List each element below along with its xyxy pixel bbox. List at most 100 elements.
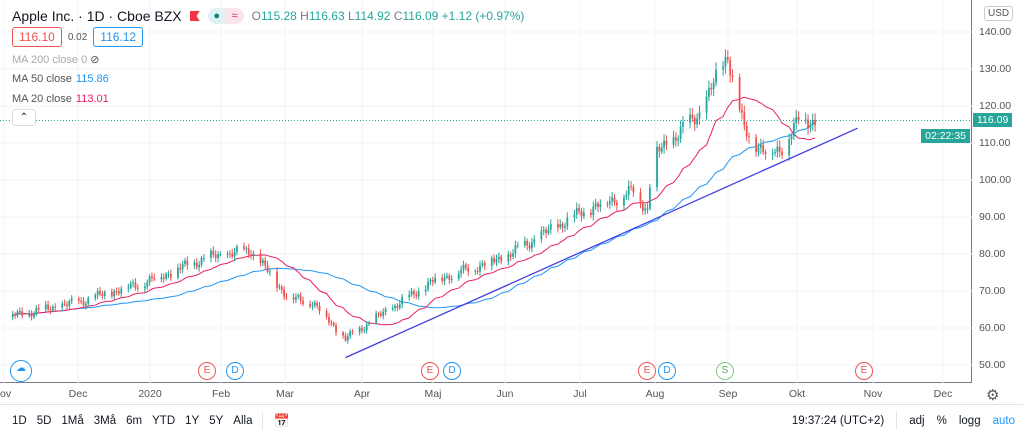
- candle-body: [441, 277, 444, 282]
- time-tick: Dec: [933, 388, 953, 400]
- candle-body: [479, 265, 481, 272]
- candle-body: [37, 307, 40, 310]
- market-status[interactable]: ● ≈: [207, 8, 244, 24]
- split-event[interactable]: S: [716, 362, 734, 380]
- dividend-event[interactable]: D: [443, 362, 461, 380]
- clock-time[interactable]: 19:37:24 (UTC+2): [791, 415, 885, 427]
- candle-body: [549, 224, 552, 230]
- candle-body: [77, 298, 80, 301]
- cloud-icon[interactable]: ☁: [10, 360, 32, 382]
- price-plot[interactable]: [0, 0, 972, 383]
- candle-body: [101, 294, 104, 296]
- flag-icon[interactable]: [189, 11, 200, 21]
- candle-body: [771, 153, 774, 155]
- range-button[interactable]: 1Y: [185, 415, 200, 427]
- range-button[interactable]: 5Y: [209, 415, 224, 427]
- candle-body: [641, 202, 644, 211]
- earnings-event[interactable]: E: [421, 362, 439, 380]
- candle-body: [35, 307, 38, 313]
- time-axis[interactable]: ov Dec 2020 Feb Mar Apr Maj Jun Jul Aug Sep Okt Nov D…: [0, 384, 972, 404]
- candle-body: [335, 325, 337, 333]
- candle-body: [143, 286, 146, 289]
- dividend-event[interactable]: D: [226, 362, 244, 380]
- earnings-event[interactable]: E: [198, 362, 216, 380]
- log-toggle[interactable]: logg: [958, 415, 981, 427]
- candle-body: [731, 75, 734, 78]
- range-button[interactable]: 3Må: [93, 415, 117, 427]
- candle-body: [460, 269, 463, 274]
- candle-body: [493, 257, 496, 263]
- candle-body: [377, 313, 380, 315]
- time-tick: ov: [0, 388, 12, 400]
- candle-body: [151, 276, 153, 278]
- candle-body: [169, 273, 172, 278]
- candle-body: [68, 301, 71, 306]
- candle-body: [297, 295, 300, 297]
- candle-body: [448, 275, 451, 280]
- candle-body: [757, 147, 760, 152]
- candle-body: [115, 291, 118, 293]
- candle-body: [811, 119, 814, 125]
- candle-body: [250, 254, 252, 256]
- candle-body: [578, 207, 581, 211]
- hidden-eye-icon[interactable]: ⊘: [90, 54, 100, 66]
- buy-button[interactable]: 116.12: [93, 27, 144, 47]
- time-tick: Nov: [863, 388, 883, 400]
- auto-toggle[interactable]: auto: [992, 415, 1015, 427]
- candle-body: [590, 212, 592, 216]
- candle-body: [674, 137, 677, 141]
- candle-body: [698, 112, 701, 119]
- ma200-legend[interactable]: MA 200 close 0 ⊘: [12, 54, 100, 66]
- collapse-legend-button[interactable]: ⌃: [12, 109, 36, 126]
- candle-body: [280, 286, 283, 290]
- candle-body: [594, 203, 597, 207]
- percent-toggle[interactable]: %: [936, 415, 947, 427]
- dividend-event[interactable]: D: [658, 362, 676, 380]
- candle-body: [743, 112, 746, 126]
- range-button[interactable]: 1D: [12, 415, 27, 427]
- candle-body: [309, 304, 311, 307]
- price-axis[interactable]: USD 140.00 130.00 120.00 110.00 100.00 90.00 8…: [973, 0, 1023, 383]
- currency-label[interactable]: USD: [984, 6, 1014, 21]
- candle-body: [660, 147, 663, 152]
- candle-body: [302, 300, 304, 305]
- sell-button[interactable]: 116.10: [12, 27, 62, 47]
- candle-body: [556, 224, 559, 228]
- earnings-event[interactable]: E: [638, 362, 656, 380]
- candle-body: [210, 250, 212, 258]
- range-button[interactable]: YTD: [152, 415, 176, 427]
- candle-body: [21, 311, 24, 317]
- calendar-goto-icon[interactable]: 📅: [273, 413, 290, 428]
- ma50-legend[interactable]: MA 50 close 115.86: [12, 73, 109, 85]
- candle-body: [28, 313, 31, 317]
- range-button[interactable]: 6m: [126, 415, 143, 427]
- last-price-label: 116.09: [973, 113, 1013, 128]
- candle-body: [531, 242, 533, 249]
- candle-body: [127, 287, 130, 289]
- candle-body: [295, 296, 297, 300]
- range-button[interactable]: Alla: [233, 415, 253, 427]
- candle-body: [285, 296, 288, 298]
- range-button[interactable]: 5D: [36, 415, 52, 427]
- chart-pane[interactable]: Apple Inc. · 1D · Cboe BZX ● ≈ O115.28 H1…: [0, 0, 972, 383]
- price-tick: 130.00: [979, 63, 1012, 75]
- symbol-title[interactable]: Apple Inc. · 1D · Cboe BZX: [12, 8, 182, 24]
- candle-body: [457, 273, 460, 280]
- candle-body: [231, 253, 234, 257]
- settings-gear-icon[interactable]: ⚙: [986, 387, 1000, 404]
- earnings-event[interactable]: E: [855, 362, 873, 380]
- candle-body: [807, 119, 809, 129]
- candle-body: [368, 322, 370, 325]
- candle-body: [365, 324, 368, 331]
- range-button[interactable]: 1Må: [61, 415, 84, 427]
- candle-body: [361, 327, 363, 331]
- candle-body: [814, 119, 817, 126]
- adjust-toggle[interactable]: adj: [909, 415, 925, 427]
- symbol-legend: Apple Inc. · 1D · Cboe BZX ● ≈ O115.28 H1…: [12, 8, 524, 24]
- candle-body: [247, 248, 250, 255]
- candle-body: [49, 309, 52, 311]
- candle-body: [625, 194, 628, 198]
- ma20-legend[interactable]: MA 20 close 113.01: [12, 93, 109, 105]
- time-tick: Jun: [496, 388, 514, 400]
- time-tick: Sep: [718, 388, 738, 400]
